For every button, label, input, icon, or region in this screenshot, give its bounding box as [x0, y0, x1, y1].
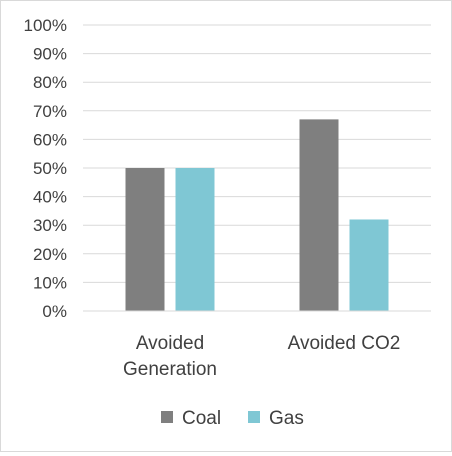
y-tick-label: 30%	[33, 216, 67, 235]
bar-coal-0	[125, 168, 165, 311]
x-axis-labels: Avoided Generation Avoided CO2	[123, 333, 400, 380]
y-tick-label: 80%	[33, 73, 67, 92]
y-tick-label: 60%	[33, 130, 67, 149]
legend: Coal Gas	[161, 408, 304, 429]
y-tick-label: 50%	[33, 159, 67, 178]
bar-gas-0	[175, 168, 215, 311]
y-tick-label: 10%	[33, 273, 67, 292]
legend-swatch-gas	[248, 411, 260, 423]
x-category-label: Avoided	[136, 333, 204, 354]
y-tick-label: 0%	[42, 302, 67, 321]
bar-coal-1	[299, 119, 339, 311]
y-tick-label: 100%	[24, 16, 67, 35]
bars	[125, 119, 389, 311]
bar-gas-1	[349, 219, 389, 311]
x-category-label: Generation	[123, 359, 217, 380]
y-tick-label: 40%	[33, 188, 67, 207]
legend-label-gas: Gas	[269, 408, 304, 429]
y-tick-label: 70%	[33, 102, 67, 121]
y-tick-label: 20%	[33, 245, 67, 264]
legend-swatch-coal	[161, 411, 173, 423]
y-tick-label: 90%	[33, 45, 67, 64]
y-axis-ticks: 0% 10% 20% 30% 40% 50% 60% 70% 80% 90% 100%	[24, 16, 67, 321]
legend-label-coal: Coal	[182, 408, 221, 429]
x-category-label: Avoided CO2	[288, 333, 401, 354]
